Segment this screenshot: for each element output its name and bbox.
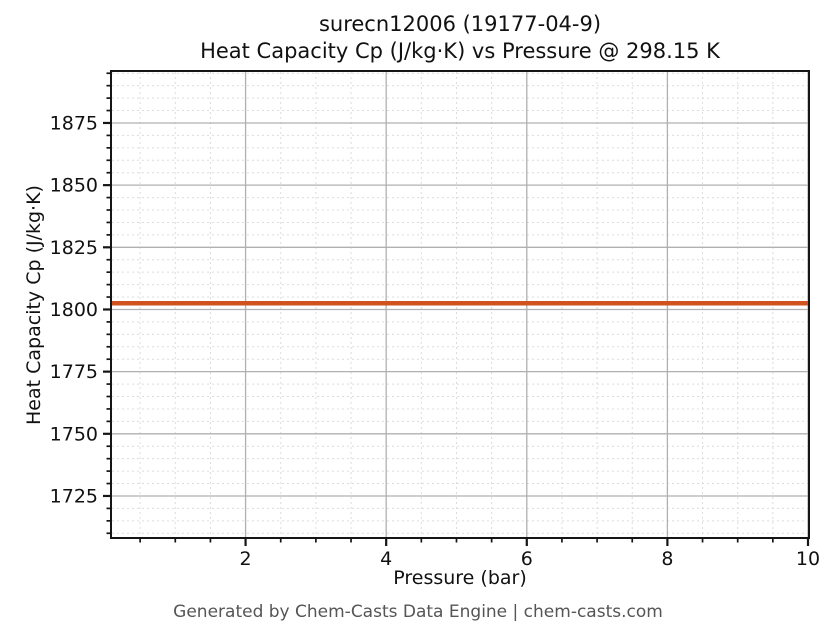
chart-title-line1: surecn12006 (19177-04-9) <box>318 12 602 36</box>
x-tick-label: 4 <box>380 548 392 570</box>
y-tick-label: 1825 <box>50 237 98 259</box>
y-tick-label: 1875 <box>50 112 98 134</box>
y-tick-label: 1750 <box>50 423 98 445</box>
x-tick-label: 6 <box>521 548 533 570</box>
x-tick-label: 10 <box>796 548 820 570</box>
y-tick-label: 1775 <box>50 361 98 383</box>
y-tick-label: 1725 <box>50 485 98 507</box>
grid-minor <box>112 72 808 537</box>
footer-caption: Generated by Chem-Casts Data Engine | ch… <box>173 602 663 622</box>
tick-labels: 2 4 6 8 10 1725 1750 1775 1800 1825 1850 1875 <box>50 112 820 570</box>
chart-title: surecn12006 (19177-04-9) Heat Capacity C… <box>112 11 808 65</box>
y-tick-label: 1850 <box>50 175 98 197</box>
ticks <box>103 72 810 546</box>
spines <box>110 70 810 539</box>
y-tick-label: 1800 <box>50 299 98 321</box>
x-tick-label: 8 <box>661 548 673 570</box>
axes-spine <box>110 70 810 539</box>
y-axis-label: Heat Capacity Cp (J/kg·K) <box>23 184 46 425</box>
chart-title-line2: Heat Capacity Cp (J/kg·K) vs Pressure @ … <box>200 39 720 63</box>
x-tick-label: 2 <box>240 548 252 570</box>
x-axis-label: Pressure (bar) <box>393 567 527 589</box>
